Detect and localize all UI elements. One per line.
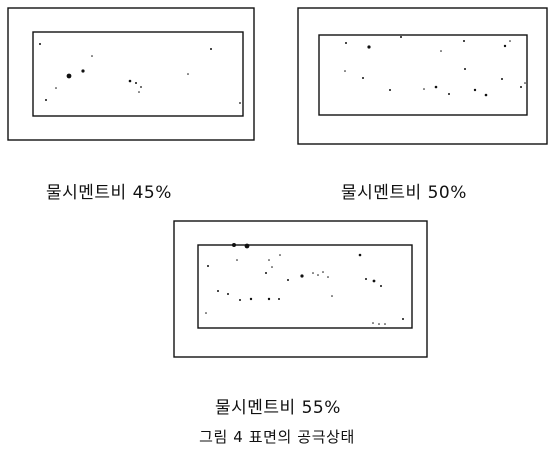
specimen-inner-surface [32,31,244,117]
pore-dot [372,279,376,283]
pore-dot [358,253,362,257]
pore-dot [227,293,229,295]
pore-dot [380,285,382,287]
pore-dot [384,323,386,325]
specimen-panel-50 [297,7,548,145]
pore-dot [207,265,209,267]
pore-dot [187,73,189,75]
pore-dots [205,243,404,325]
pore-dot [244,243,250,249]
specimen-diagram-55 [173,220,428,358]
pore-dot [205,312,207,314]
pore-dot [520,86,522,88]
pore-dot [81,69,85,73]
specimen-panel-55 [173,220,428,358]
pore-dot [389,89,391,91]
pore-dot [140,86,142,88]
pore-dot [66,73,72,79]
specimen-outer-frame [7,7,255,141]
specimen-inner-surface [318,34,528,116]
pore-dot [400,36,402,38]
pore-dot [128,79,132,83]
pore-dot [312,272,314,274]
pore-dot [501,78,503,80]
pore-dot [378,323,380,325]
pore-dot [344,70,346,72]
pore-dot [367,45,371,49]
specimen-inner-surface [197,244,413,329]
pore-dot [45,99,47,101]
pore-dot [362,77,364,79]
pore-dot [509,40,511,42]
pore-dot [503,44,507,48]
pore-dot [135,82,137,84]
pore-dot [300,274,304,278]
pore-dot [345,42,347,44]
pore-dot [279,254,281,256]
figure-title: 그림 4 표면의 공극상태 [199,428,355,446]
pore-dot [448,93,450,95]
pore-dot [372,322,374,324]
pore-dot [423,88,425,90]
pore-dot [39,43,41,45]
specimen-outer-frame [173,220,428,358]
specimen-diagram-50 [297,7,548,145]
pore-dot [249,297,253,301]
pore-dot [210,48,212,50]
pore-dot [55,87,57,89]
pore-dot [236,259,238,261]
pore-dot [138,91,140,93]
pore-dot [365,278,367,280]
pore-dot [322,271,324,273]
pore-dot [464,68,466,70]
pore-dot [402,318,404,320]
pore-dot [265,272,267,274]
pore-dot [239,299,241,301]
pore-dot [217,290,219,292]
pore-dot [232,243,236,247]
caption-55: 물시멘트비 55% [215,398,341,418]
pore-dot [327,276,329,278]
pore-dots [344,36,526,97]
pore-dot [440,50,442,52]
pore-dot [331,295,333,297]
caption-50: 물시멘트비 50% [341,183,467,203]
pore-dot [268,259,270,261]
pore-dot [287,279,289,281]
specimen-panel-45 [7,7,255,141]
pore-dot [317,274,319,276]
pore-dot [278,298,280,300]
caption-45: 물시멘트비 45% [46,183,172,203]
specimen-diagram-45 [7,7,255,141]
pore-dot [473,88,477,92]
pore-dot [267,297,271,301]
specimen-outer-frame [297,7,548,145]
pore-dot [484,93,488,97]
pore-dot [463,40,465,42]
pore-dot [239,102,241,104]
pore-dot [271,266,273,268]
pore-dots [39,43,241,104]
pore-dot [434,85,438,89]
pore-dot [524,82,526,84]
pore-dot [91,55,93,57]
